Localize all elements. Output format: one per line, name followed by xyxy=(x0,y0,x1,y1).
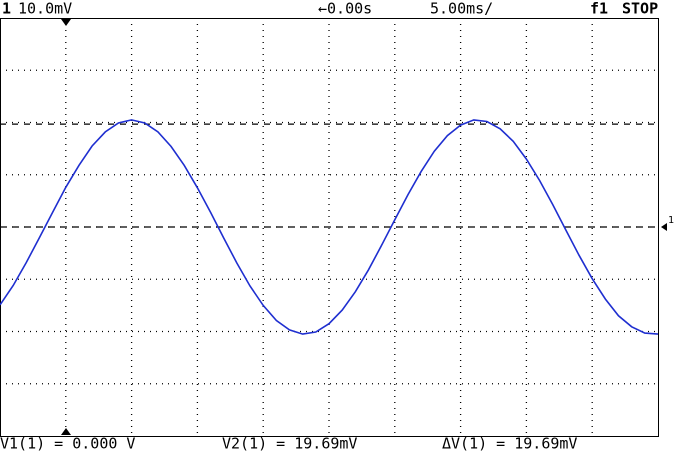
trigger-source: f1 xyxy=(590,0,608,18)
delay: ←0.00s xyxy=(318,0,372,18)
trigger-marker-bottom xyxy=(61,428,71,435)
cursor-delta: ΔV(1) = 19.69mV xyxy=(442,435,577,452)
volts-per-div: 10.0mV xyxy=(18,0,72,18)
run-status: STOP xyxy=(622,0,658,18)
cursor-v2: V2(1) = 19.69mV xyxy=(222,435,357,452)
waveform xyxy=(0,119,659,335)
cursor-v1: V1(1) = 0.000 V xyxy=(0,435,135,452)
channel-marker: 1 xyxy=(668,215,674,226)
ground-marker xyxy=(661,223,667,231)
trigger-marker-top xyxy=(61,19,71,26)
channel-label: 1 xyxy=(2,0,11,18)
timebase: 5.00ms/ xyxy=(430,0,493,18)
